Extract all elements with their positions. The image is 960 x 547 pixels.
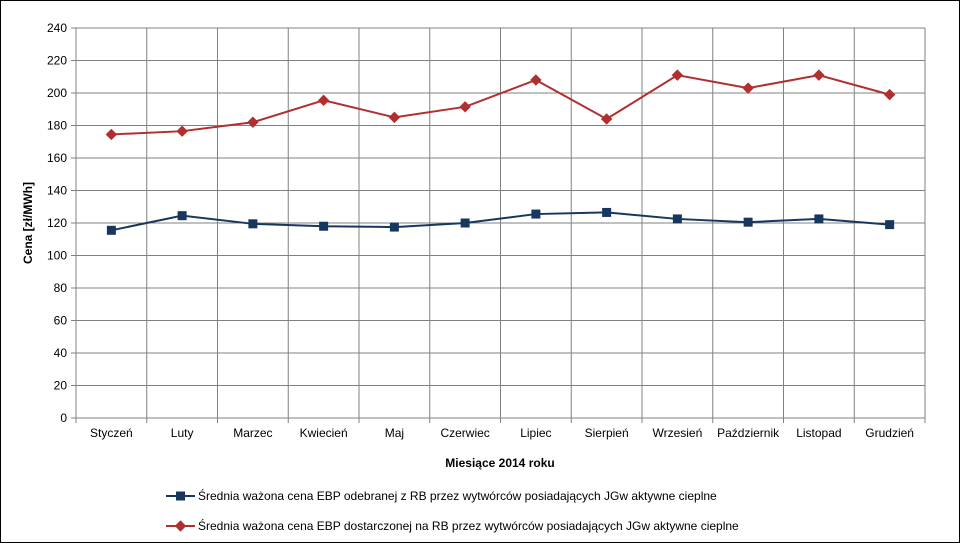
y-tick-label: 0 (60, 411, 67, 425)
data-point (248, 219, 258, 229)
data-point (317, 94, 330, 107)
data-point (742, 82, 754, 94)
data-point (460, 218, 470, 228)
x-tick-label: Sierpień (585, 426, 629, 440)
legend-marker (174, 520, 187, 532)
x-tick-label: Kwiecień (300, 426, 348, 440)
data-point (814, 214, 824, 224)
data-point (671, 69, 684, 81)
series-layer (105, 69, 896, 235)
data-point (389, 222, 399, 232)
y-tick-label: 120 (47, 216, 67, 230)
data-point (319, 221, 329, 231)
axes (71, 27, 926, 423)
x-tick-label: Czerwiec (440, 426, 489, 440)
data-point (883, 88, 896, 101)
data-point (530, 74, 542, 86)
legend-marker (176, 491, 185, 501)
legend-entry-1: Średnia ważona cena EBP odebranej z RB p… (166, 488, 717, 503)
x-tick-label: Luty (171, 426, 194, 440)
x-tick-label: Wrzesień (652, 426, 702, 440)
x-tick-label: Marzec (233, 426, 272, 440)
data-point (672, 214, 682, 224)
data-point (602, 207, 612, 217)
series-2 (105, 69, 896, 141)
series-line (111, 74, 890, 136)
x-axis-title: Miesiące 2014 roku (445, 456, 554, 470)
data-point (176, 125, 188, 137)
data-point (105, 128, 118, 141)
legend: Średnia ważona cena EBP odebranej z RB p… (166, 488, 739, 533)
data-point (813, 69, 825, 81)
y-tick-label: 240 (47, 21, 67, 35)
legend-label: Średnia ważona cena EBP odebranej z RB p… (198, 488, 717, 503)
y-tick-label: 220 (47, 54, 67, 68)
data-point (600, 113, 613, 125)
x-tick-labels: Styczeń Luty Marzec Kwiecień Maj Czerwiec Lipi… (90, 426, 914, 440)
y-tick-label: 20 (54, 379, 68, 393)
y-tick-label: 140 (47, 184, 67, 198)
x-tick-label: Grudzień (865, 426, 914, 440)
series-1 (106, 207, 895, 235)
y-tick-label: 100 (47, 249, 67, 263)
y-tick-label: 160 (47, 151, 67, 165)
data-point (531, 209, 541, 219)
data-point (459, 101, 471, 113)
legend-entry-2: Średnia ważona cena EBP dostarczonej na … (166, 518, 739, 533)
x-tick-label: Maj (385, 426, 404, 440)
data-point (743, 217, 753, 227)
y-tick-labels: 0 20 40 60 80 100 120 140 160 180 200 220 240 (47, 21, 67, 425)
x-tick-label: Lipiec (520, 426, 551, 440)
data-point (885, 220, 895, 230)
x-tick-label: Styczeń (90, 426, 133, 440)
y-tick-label: 60 (54, 314, 68, 328)
y-tick-label: 80 (54, 281, 68, 295)
y-axis-title: Cena [zł/MWh] (21, 182, 35, 264)
data-point (177, 211, 187, 221)
legend-label: Średnia ważona cena EBP dostarczonej na … (198, 518, 739, 533)
data-point (106, 225, 116, 235)
y-tick-label: 200 (47, 86, 67, 100)
data-point (388, 111, 401, 124)
x-tick-label: Październik (717, 426, 780, 440)
series-line (111, 211, 890, 232)
y-tick-label: 180 (47, 119, 67, 133)
data-point (247, 116, 259, 128)
y-tick-label: 40 (54, 346, 68, 360)
x-tick-label: Listopad (796, 426, 841, 440)
